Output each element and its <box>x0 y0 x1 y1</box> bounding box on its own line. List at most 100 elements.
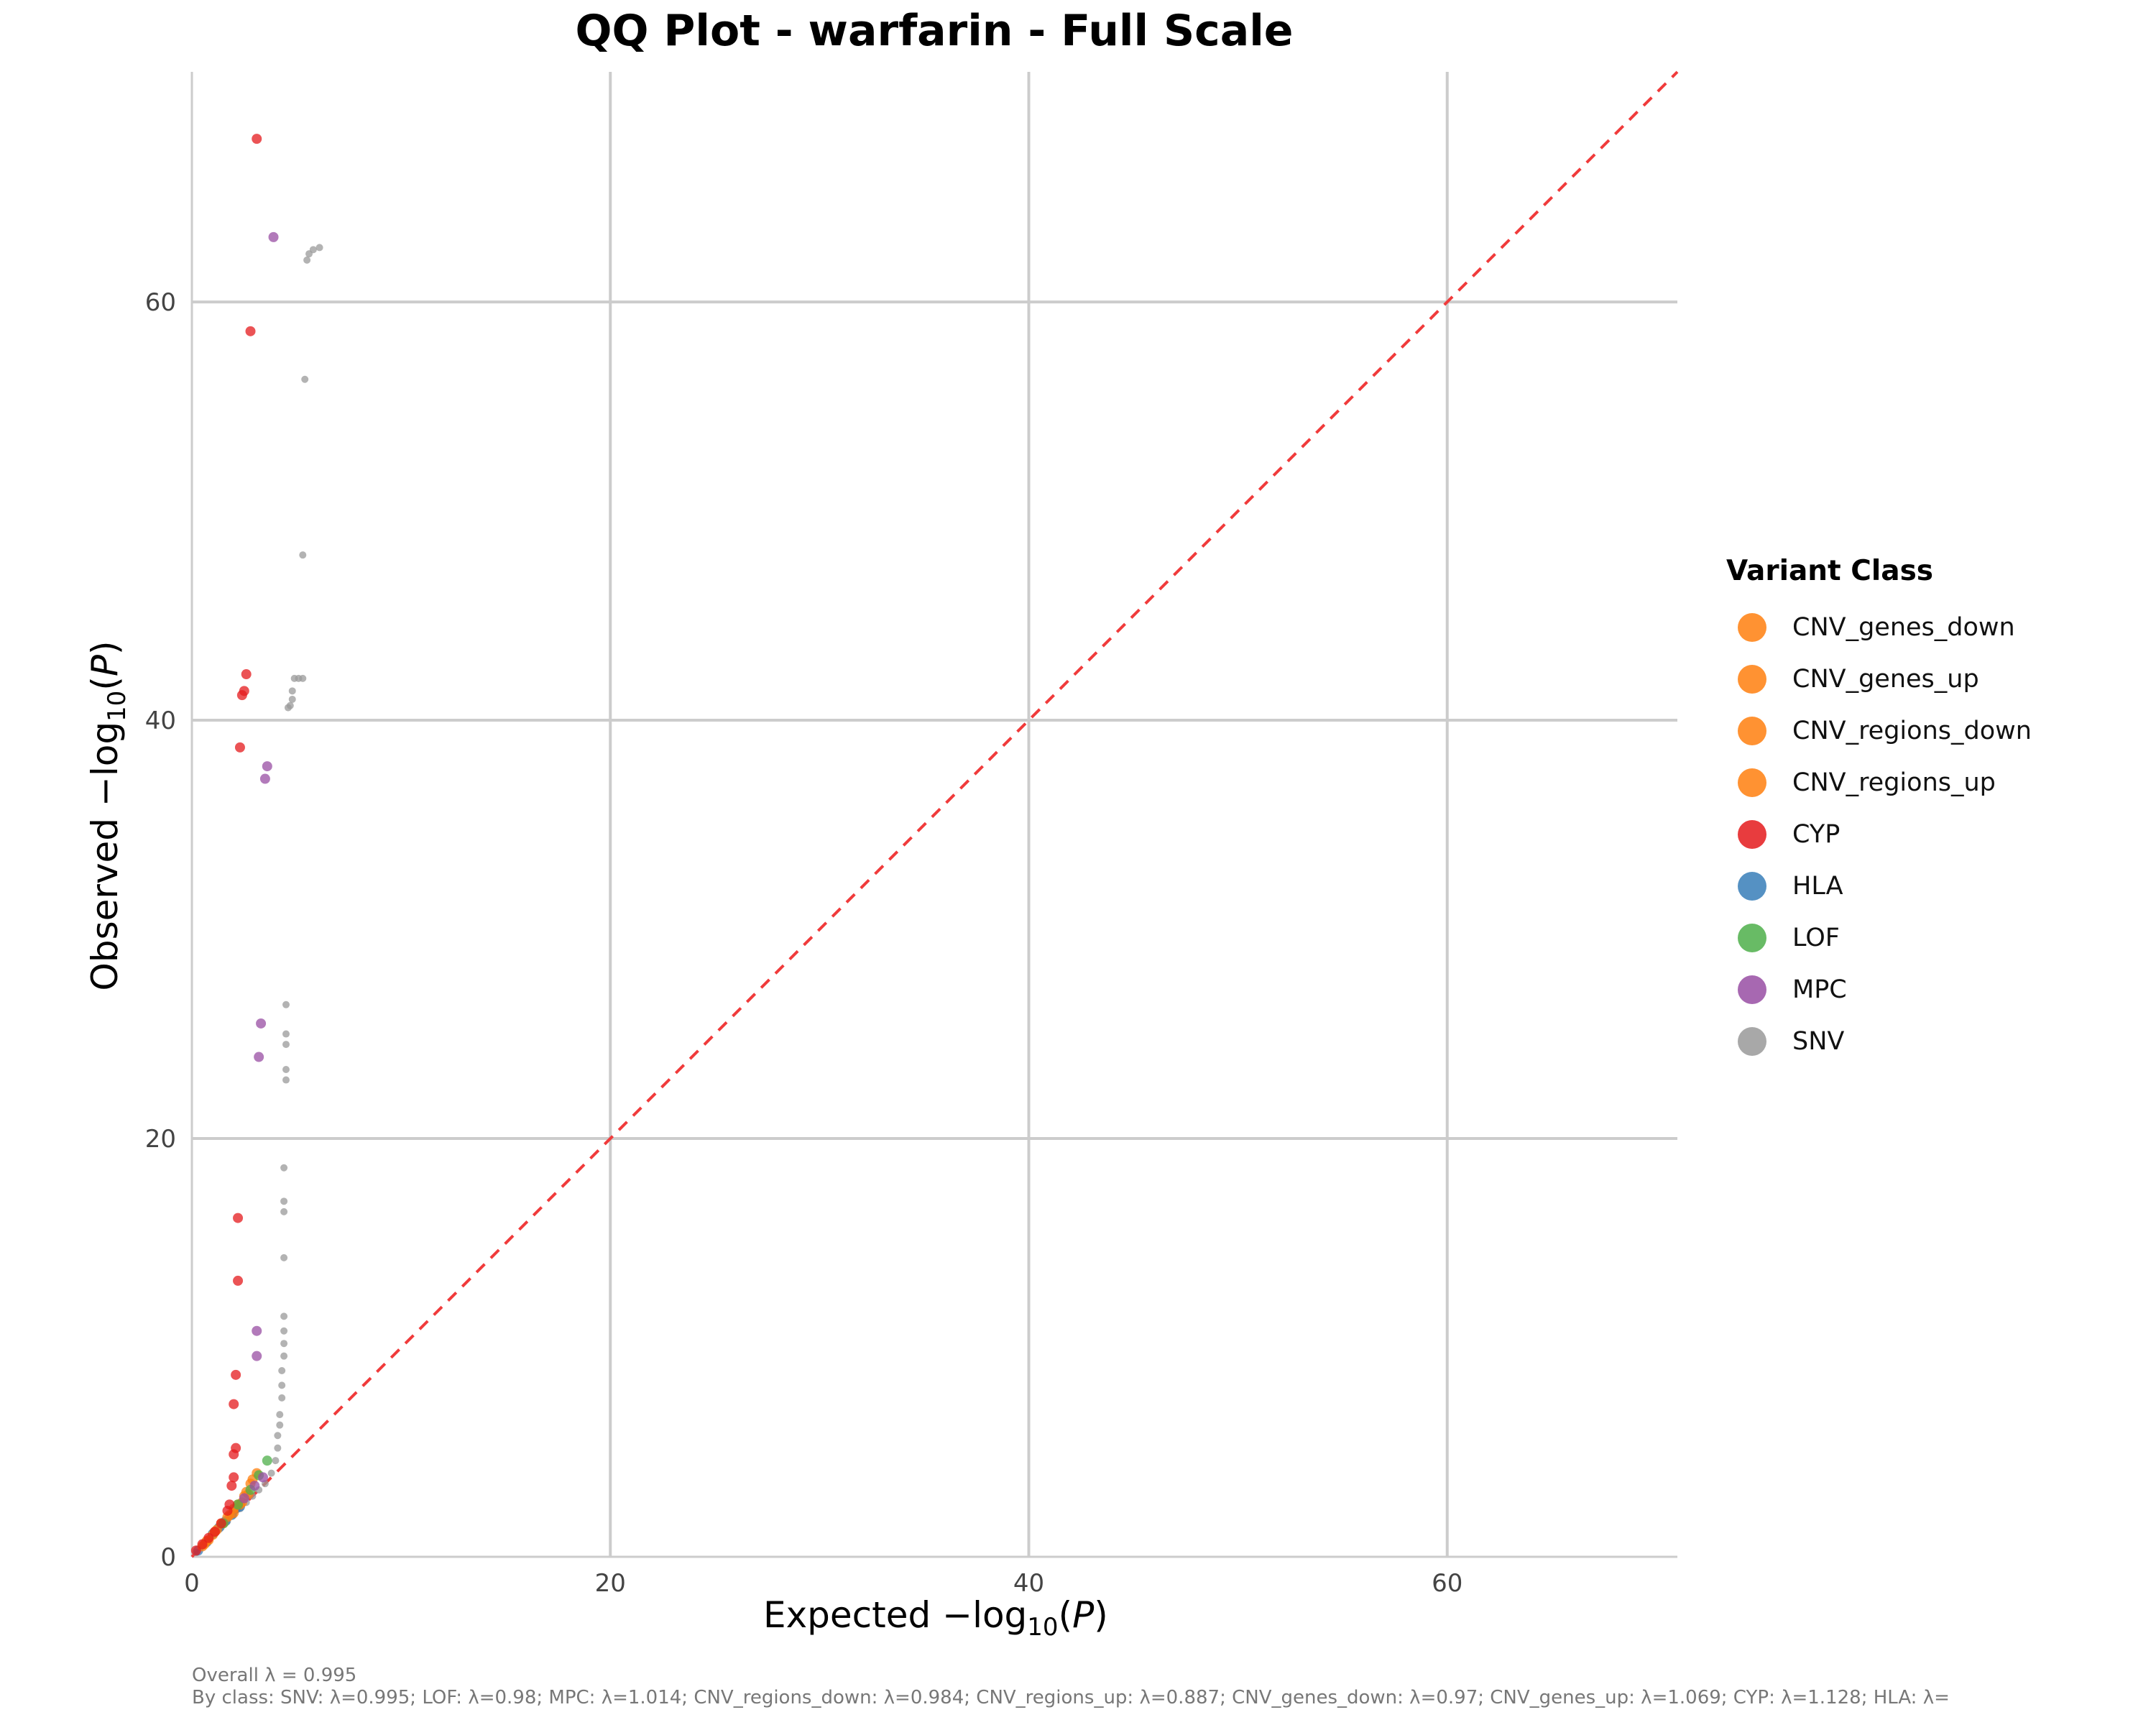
legend-item-cnv-regions-up: CNV_regions_up <box>1726 757 2032 809</box>
x-axis-label: Expected −log10(P) <box>763 1594 1108 1642</box>
point-mpc <box>256 1018 267 1029</box>
point-cyp <box>224 1499 235 1510</box>
point-cyp <box>241 669 252 680</box>
legend-items: CNV_genes_down CNV_genes_up CNV_regions_do… <box>1726 602 2032 1067</box>
point-cyp <box>203 1532 214 1543</box>
legend-label: CNV_regions_up <box>1792 768 1996 797</box>
legend-swatch <box>1738 768 1766 797</box>
point-snv <box>280 1312 288 1320</box>
data-points <box>190 134 323 1557</box>
axes <box>190 72 1677 1558</box>
legend-label: MPC <box>1792 975 1847 1004</box>
legend-swatch <box>1738 613 1766 642</box>
point-snv <box>288 695 296 703</box>
legend-swatch <box>1738 1027 1766 1056</box>
y-axis-label: Observed −log10(P) <box>84 640 132 991</box>
legend-item-cyp: CYP <box>1726 809 2032 860</box>
y-tick-label: 0 <box>160 1543 176 1572</box>
point-snv <box>282 1030 290 1038</box>
x-tick-label: 20 <box>595 1569 626 1598</box>
legend-swatch <box>1738 665 1766 694</box>
point-cyp <box>229 1472 239 1483</box>
point-snv <box>278 1381 286 1389</box>
legend-label: CNV_genes_down <box>1792 613 2015 642</box>
legend-label: HLA <box>1792 872 1843 901</box>
legend-label: LOF <box>1792 924 1840 952</box>
legend-item-cnv-genes-up: CNV_genes_up <box>1726 653 2032 705</box>
point-snv <box>303 256 311 264</box>
point-snv <box>278 1367 286 1375</box>
point-snv <box>274 1432 282 1440</box>
point-snv <box>276 1421 284 1429</box>
x-tick-label: 0 <box>184 1569 200 1598</box>
point-mpc <box>252 1325 262 1336</box>
point-snv <box>280 1164 288 1172</box>
point-mpc <box>268 231 279 242</box>
point-snv <box>288 687 296 695</box>
point-snv <box>267 1469 275 1477</box>
legend-swatch <box>1738 872 1766 901</box>
point-cyp <box>245 326 256 336</box>
point-snv <box>280 1197 288 1205</box>
point-snv <box>272 1457 280 1465</box>
legend-label: CNV_genes_up <box>1792 665 1979 694</box>
point-snv <box>315 244 323 252</box>
identity-line <box>190 70 1679 1558</box>
x-tick-label: 60 <box>1432 1569 1462 1598</box>
point-mpc <box>257 1472 268 1483</box>
y-tick-label: 40 <box>145 707 176 735</box>
point-mpc <box>259 773 270 784</box>
point-snv <box>276 1411 284 1419</box>
tick-labels: 0 20 40 60 0 20 40 60 <box>145 288 1463 1598</box>
point-mpc <box>254 1052 264 1062</box>
chart-title: QQ Plot - warfarin - Full Scale <box>575 6 1294 56</box>
point-snv <box>282 1041 290 1049</box>
legend-item-cnv-regions-down: CNV_regions_down <box>1726 705 2032 757</box>
point-snv <box>282 1076 290 1084</box>
point-cyp <box>216 1518 226 1529</box>
point-snv <box>274 1444 282 1452</box>
y-tick-label: 20 <box>145 1125 176 1154</box>
legend-swatch <box>1738 717 1766 745</box>
point-cyp <box>233 1213 244 1223</box>
point-lof <box>262 1455 272 1466</box>
legend-label: SNV <box>1792 1027 1845 1056</box>
point-snv <box>282 1066 290 1074</box>
point-cyp <box>226 1481 237 1491</box>
legend-item-snv: SNV <box>1726 1016 2032 1067</box>
legend-item-mpc: MPC <box>1726 964 2032 1016</box>
point-cyp <box>234 742 245 753</box>
legend-swatch <box>1738 975 1766 1004</box>
point-cyp <box>239 686 249 696</box>
point-cyp <box>231 1369 241 1380</box>
legend-item-lof: LOF <box>1726 912 2032 964</box>
legend-label: CNV_regions_down <box>1792 717 2032 745</box>
point-snv <box>280 1254 288 1261</box>
overall-lambda: Overall λ = 0.995 <box>192 1665 357 1686</box>
point-snv <box>282 1000 290 1008</box>
point-cyp <box>231 1443 241 1453</box>
grid-lines <box>192 72 1677 1557</box>
point-snv <box>280 1208 288 1215</box>
point-cyp <box>233 1275 244 1286</box>
point-snv <box>286 702 294 709</box>
point-cyp <box>197 1539 208 1550</box>
x-tick-label: 40 <box>1013 1569 1044 1598</box>
legend-item-hla: HLA <box>1726 860 2032 912</box>
point-mpc <box>262 761 272 772</box>
point-snv <box>280 1327 288 1335</box>
point-snv <box>301 375 309 383</box>
legend-swatch <box>1738 820 1766 849</box>
point-snv <box>299 551 307 559</box>
legend-label: CYP <box>1792 820 1841 849</box>
point-snv <box>309 246 317 254</box>
point-snv <box>278 1394 286 1402</box>
reference-line <box>190 70 1679 1558</box>
legend-title: Variant Class <box>1726 555 1934 587</box>
point-snv <box>299 674 307 682</box>
legend-item-cnv-genes-down: CNV_genes_down <box>1726 602 2032 653</box>
point-cyp <box>190 1545 201 1556</box>
legend-swatch <box>1738 924 1766 952</box>
point-lof <box>233 1499 244 1510</box>
point-cyp <box>252 134 262 144</box>
